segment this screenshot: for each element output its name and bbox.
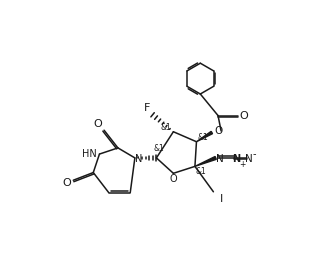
Text: F: F bbox=[144, 103, 150, 113]
Text: N: N bbox=[216, 154, 223, 164]
Polygon shape bbox=[195, 157, 216, 166]
Text: O: O bbox=[169, 174, 177, 184]
Text: O: O bbox=[93, 119, 102, 129]
Text: I: I bbox=[220, 194, 223, 204]
Text: &1: &1 bbox=[153, 144, 164, 153]
Text: -: - bbox=[253, 149, 256, 159]
Text: HN: HN bbox=[82, 149, 97, 159]
Polygon shape bbox=[196, 131, 213, 142]
Text: O: O bbox=[240, 110, 248, 121]
Text: &1: &1 bbox=[160, 123, 171, 132]
Text: +: + bbox=[239, 160, 245, 168]
Text: O: O bbox=[63, 178, 72, 188]
Text: N: N bbox=[245, 154, 253, 164]
Text: &1: &1 bbox=[196, 167, 206, 176]
Text: &1: &1 bbox=[197, 133, 208, 142]
Text: N: N bbox=[135, 154, 143, 164]
Text: N: N bbox=[232, 154, 240, 164]
Text: O: O bbox=[214, 126, 222, 136]
